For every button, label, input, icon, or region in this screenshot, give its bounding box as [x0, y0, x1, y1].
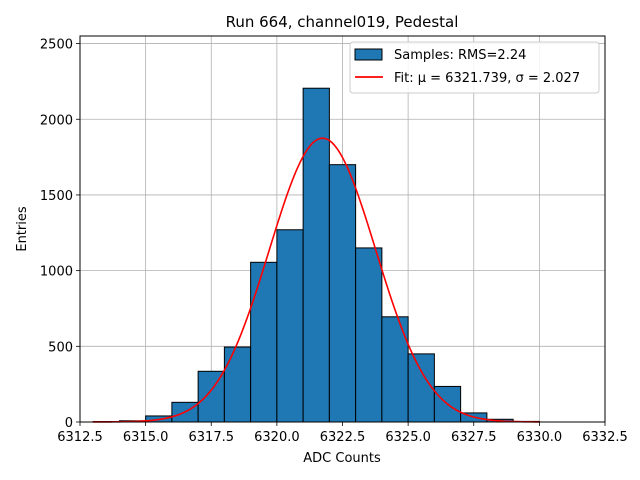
y-tick-label: 0 [65, 416, 73, 431]
histogram-bar [276, 229, 304, 423]
legend: Samples: RMS=2.24 Fit: μ = 6321.739, σ =… [349, 41, 600, 94]
chart-title: Run 664, channel019, Pedestal [226, 13, 459, 31]
x-tick-label: 6327.5 [451, 430, 497, 445]
x-tick-label: 6312.5 [57, 430, 103, 445]
y-tick-label: 500 [48, 340, 73, 355]
histogram-bar [197, 370, 225, 423]
y-tick-label: 2000 [40, 113, 73, 128]
y-tick-label: 2500 [40, 38, 73, 53]
x-axis-title: ADC Counts [303, 451, 381, 466]
x-axis-ticks: 6312.5 6315.0 6317.5 6320.0 6322.5 6325.0 6327… [57, 422, 628, 445]
histogram-bar [250, 261, 278, 423]
histogram-bar [407, 353, 435, 423]
y-tick-label: 1500 [40, 189, 73, 204]
x-tick-label: 6332.5 [582, 430, 628, 445]
y-axis-ticks: 0 500 1000 1500 2000 2500 [40, 38, 80, 431]
histogram-bar [328, 164, 357, 423]
legend-label-samples: Samples: RMS=2.24 [394, 48, 526, 63]
y-axis-title: Entries [15, 206, 30, 252]
fit-curve [93, 137, 540, 423]
y-tick-label: 1000 [40, 265, 73, 280]
x-tick-label: 6315.0 [123, 430, 169, 445]
x-tick-label: 6322.5 [320, 430, 366, 445]
histogram-bar [223, 346, 252, 423]
legend-box [349, 41, 600, 94]
x-tick-label: 6317.5 [189, 430, 235, 445]
x-tick-label: 6325.0 [385, 430, 431, 445]
legend-label-fit: Fit: μ = 6321.739, σ = 2.027 [394, 71, 580, 86]
x-tick-label: 6320.0 [254, 430, 300, 445]
x-tick-label: 6330.0 [517, 430, 563, 445]
legend-swatch-samples [354, 48, 383, 61]
histogram-bar [355, 247, 383, 423]
